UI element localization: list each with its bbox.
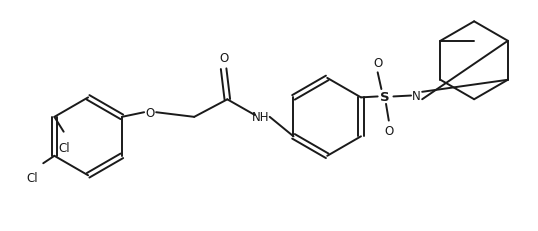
Text: O: O (145, 106, 154, 119)
Text: N: N (412, 90, 421, 103)
Text: O: O (219, 52, 228, 65)
Text: S: S (380, 91, 390, 103)
Text: O: O (373, 56, 383, 69)
Text: Cl: Cl (59, 141, 70, 154)
Text: O: O (384, 125, 393, 138)
Text: Cl: Cl (26, 171, 38, 184)
Text: NH: NH (252, 111, 269, 124)
